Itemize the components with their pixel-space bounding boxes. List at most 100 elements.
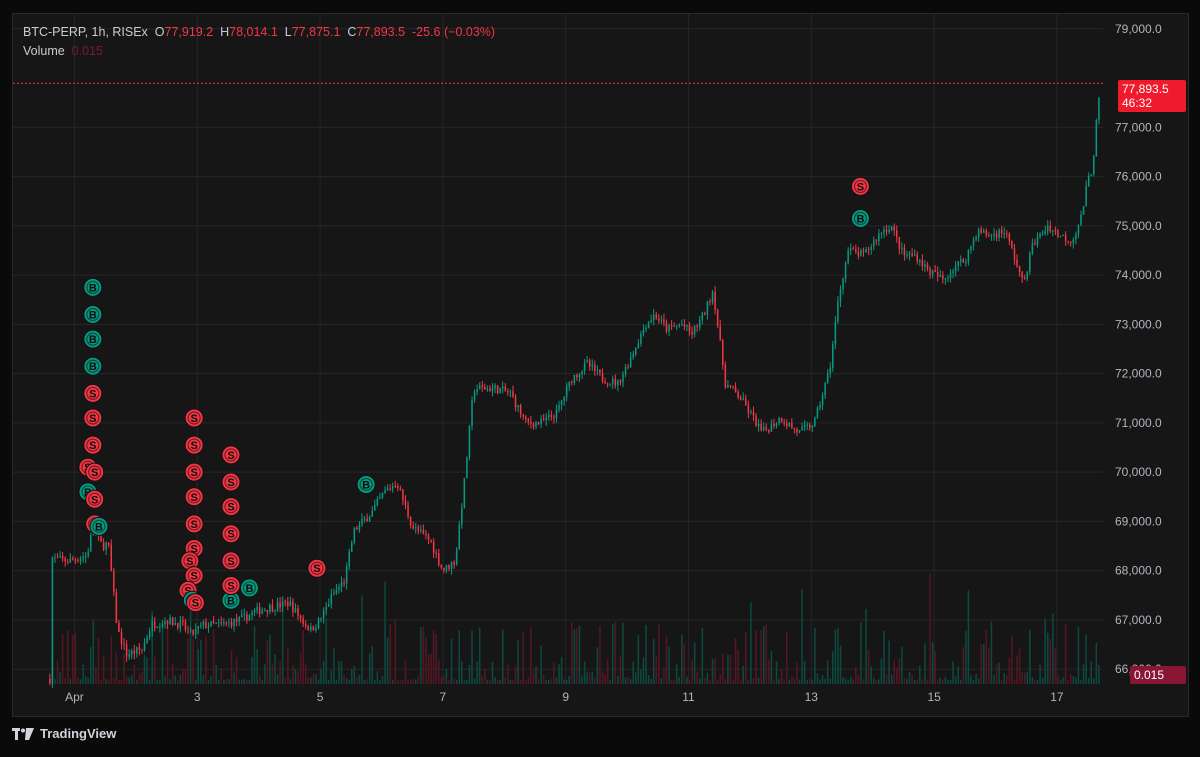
marker-label: S xyxy=(89,413,96,425)
candle-body xyxy=(1087,175,1090,187)
candle-body xyxy=(988,235,990,237)
volume-bar xyxy=(957,666,959,684)
buy-marker: B xyxy=(221,590,241,610)
candle-body xyxy=(182,620,184,622)
volume-bar xyxy=(665,635,668,684)
volume-bar xyxy=(412,679,414,684)
chart-panel[interactable]: BBBBSSSSSBSSBSSSSSSSSSBSBSSSSSSBSBSB 66,… xyxy=(12,13,1189,717)
volume-bar xyxy=(361,595,363,684)
volume-bar xyxy=(220,667,223,684)
candle-body xyxy=(555,409,558,419)
volume-bar xyxy=(141,671,143,684)
marker-label: S xyxy=(190,440,197,452)
candle-body xyxy=(409,516,412,526)
volume-bar xyxy=(417,675,420,684)
volume-bar xyxy=(148,679,151,684)
volume-bar xyxy=(473,678,476,684)
volume-bar xyxy=(363,679,366,684)
volume-bar xyxy=(527,677,530,684)
candle-body xyxy=(335,589,338,594)
volume-bar xyxy=(491,662,494,684)
volume-bar xyxy=(476,661,478,684)
candle-body xyxy=(481,385,484,387)
candle-body xyxy=(619,380,622,383)
volume-bar xyxy=(184,669,187,684)
volume-bar xyxy=(734,637,737,684)
volume-bar xyxy=(95,667,97,684)
volume-bar xyxy=(683,643,686,684)
candle-body xyxy=(993,233,995,236)
candle-body xyxy=(965,262,967,264)
candle-body xyxy=(635,347,637,355)
volume-bar xyxy=(691,660,693,684)
marker-label: B xyxy=(89,310,97,322)
volume-bar xyxy=(586,671,588,684)
candle-body xyxy=(658,318,660,321)
volume-bar xyxy=(261,679,263,684)
candle-body xyxy=(737,392,739,398)
volume-bar xyxy=(1018,647,1021,684)
tradingview-branding[interactable]: TradingView xyxy=(12,726,116,741)
candle-body xyxy=(358,524,361,530)
candle-body xyxy=(210,621,212,627)
volume-bar xyxy=(356,676,358,684)
candle-body xyxy=(74,559,77,561)
volume-bar xyxy=(803,661,806,684)
volume-bar xyxy=(118,679,120,684)
volume-label[interactable]: Volume xyxy=(23,44,65,58)
candle-body xyxy=(1036,236,1039,245)
candle-body xyxy=(363,518,366,520)
volume-bar xyxy=(322,660,325,684)
candle-body xyxy=(381,492,384,498)
candle-body xyxy=(624,366,627,375)
volume-bar xyxy=(276,674,279,684)
candle-body xyxy=(1062,234,1064,237)
volume-bar xyxy=(507,664,509,684)
candle-body xyxy=(512,391,514,397)
volume-bar xyxy=(307,677,310,684)
candle-body xyxy=(233,618,235,627)
volume-bar xyxy=(432,629,435,684)
volume-bar xyxy=(849,676,852,684)
volume-bar xyxy=(225,679,228,684)
legend-ohlc-row: BTC-PERP, 1h, RISEx O77,919.2 H78,014.1 … xyxy=(23,24,495,40)
volume-bar xyxy=(852,679,855,684)
volume-bar xyxy=(837,628,839,684)
candle-body xyxy=(299,615,302,619)
candle-body xyxy=(353,527,356,543)
candle-body xyxy=(655,314,658,319)
symbol-label[interactable]: BTC-PERP, 1h, RISEx xyxy=(23,25,148,39)
volume-value: 0.015 xyxy=(71,44,103,58)
volume-bar xyxy=(1098,665,1100,684)
volume-bar xyxy=(509,679,512,684)
sell-marker: S xyxy=(221,524,241,544)
volume-bar xyxy=(975,674,977,684)
volume-bar xyxy=(673,679,675,684)
sell-marker: S xyxy=(184,462,204,482)
candle-body xyxy=(998,229,1000,238)
candle-body xyxy=(568,381,571,387)
candle-body xyxy=(527,419,530,422)
candle-body xyxy=(1057,230,1059,237)
marker-label: S xyxy=(227,529,234,541)
volume-bar xyxy=(611,624,614,684)
candle-body xyxy=(742,398,745,400)
volume-bar xyxy=(102,655,105,684)
price-chart[interactable]: BBBBSSSSSBSSBSSSSSSSSSBSBSSSSSSBSBSB 66,… xyxy=(13,14,1188,716)
volume-bar xyxy=(1044,618,1046,684)
volume-bar xyxy=(437,659,440,684)
volume-bar xyxy=(865,608,867,684)
marker-ring xyxy=(187,569,201,583)
volume-bar xyxy=(1000,679,1003,684)
volume-bar xyxy=(793,678,796,684)
volume-bar xyxy=(335,679,338,684)
candle-body xyxy=(701,312,704,320)
volume-bar xyxy=(133,664,136,684)
volume-bar xyxy=(745,632,747,684)
candle-body xyxy=(596,369,599,371)
volume-bar xyxy=(105,679,107,684)
candle-body xyxy=(348,552,350,567)
candle-body xyxy=(724,364,727,388)
volume-bar xyxy=(919,665,921,684)
candle-body xyxy=(356,527,358,530)
